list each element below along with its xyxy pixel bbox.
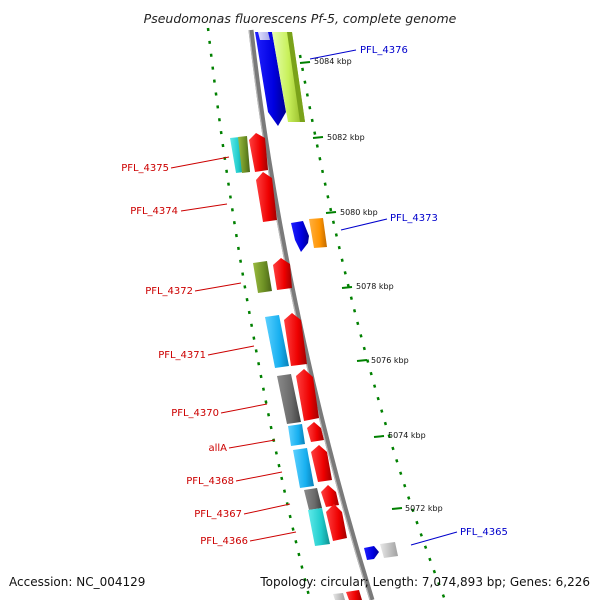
gene-pfl-4373-cog[interactable] [309, 218, 327, 248]
gene-label[interactable]: PFL_4372 [145, 286, 193, 297]
gene-label[interactable]: PFL_4374 [130, 206, 178, 217]
gene-clipped-bottom [333, 590, 362, 600]
tick-mark [391, 507, 403, 510]
gene-pfl-4365[interactable] [364, 546, 379, 560]
gene-pfl-4373[interactable] [291, 221, 309, 252]
gene-pfl-4367[interactable] [304, 485, 339, 510]
gene-label[interactable]: PFL_4370 [171, 408, 219, 419]
tick-label: 5076 kbp [371, 356, 409, 365]
tick-label: 5074 kbp [388, 431, 426, 440]
tick-label: 5072 kbp [405, 504, 443, 513]
genome-summary-text: Topology: circular; Length: 7,074,893 bp… [259, 575, 590, 589]
tick-mark [373, 435, 385, 438]
gene-pfl-4370[interactable] [277, 369, 319, 424]
outer-ruler-right [298, 54, 447, 600]
genome-backbone [248, 29, 375, 600]
tick-label: 5084 kbp [314, 57, 352, 66]
tick-label: 5078 kbp [356, 282, 394, 291]
tick-mark [341, 286, 353, 289]
gene-label[interactable]: PFL_4367 [194, 509, 242, 520]
gene-pfl-4376-cog[interactable] [272, 32, 305, 122]
gene-pfl-4374[interactable] [256, 172, 277, 222]
map-title: Pseudomonas fluorescens Pf-5, complete g… [144, 11, 457, 26]
tick-label: 5082 kbp [327, 133, 365, 142]
gene-pfl-4371[interactable] [265, 313, 307, 368]
accession-text: Accession: NC_004129 [9, 575, 145, 589]
gene-label[interactable]: PFL_4375 [121, 163, 169, 174]
gene-label[interactable]: PFL_4371 [158, 350, 206, 361]
gene-label[interactable]: PFL_4368 [186, 476, 234, 487]
gene-pfl-4372[interactable] [253, 258, 292, 293]
gene-pfl-4376[interactable] [255, 32, 286, 126]
gene-label[interactable]: allA [208, 443, 227, 454]
tick-mark [299, 61, 311, 64]
gene-pfl-4366[interactable] [308, 504, 347, 546]
tick-mark [312, 136, 324, 139]
gene-pfl-4375[interactable] [230, 133, 268, 173]
gene-alla[interactable] [288, 422, 324, 446]
gene-label[interactable]: PFL_4376 [360, 45, 408, 56]
tick-label: 5080 kbp [340, 208, 378, 217]
gene-label[interactable]: PFL_4366 [200, 536, 248, 547]
gene-pfl-4368[interactable] [293, 445, 332, 488]
tick-marks [299, 61, 403, 510]
gene-pfl-4365-cog[interactable] [380, 542, 398, 558]
tick-mark [325, 211, 337, 214]
leader-lines [170, 49, 458, 546]
gene-label[interactable]: PFL_4373 [390, 213, 438, 224]
gene-label[interactable]: PFL_4365 [460, 527, 508, 538]
tick-mark [356, 359, 368, 362]
